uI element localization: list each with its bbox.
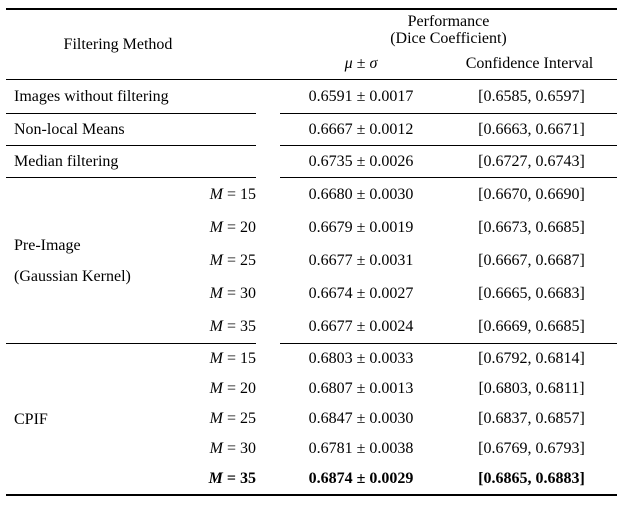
- method-label: Images without filtering: [14, 88, 169, 105]
- column-header-performance-line1: Performance: [407, 13, 490, 30]
- m-value: = 35: [226, 317, 256, 335]
- m-parameter: M = 30: [178, 440, 256, 458]
- mu-sigma-value: 0.6677 ± 0.0031: [308, 251, 414, 269]
- m-parameter: M = 35: [178, 470, 256, 488]
- table-row: M = 15 0.6803 ± 0.0033 [0.6792, 0.6814]: [178, 344, 617, 374]
- m-value: = 25: [226, 251, 256, 269]
- confidence-interval-value: [0.6585, 0.6597]: [478, 87, 585, 105]
- method-label: Non-local Means: [14, 121, 125, 138]
- method-label: Median filtering: [14, 153, 119, 170]
- confidence-interval-value: [0.6837, 0.6857]: [478, 410, 585, 427]
- table-row: 0.6667 ± 0.0012 [0.6663, 0.6671]: [178, 114, 617, 145]
- column-header-mu-sigma: μ ± σ: [344, 55, 378, 72]
- table-row: M = 25 0.6677 ± 0.0031 [0.6667, 0.6687]: [178, 244, 617, 277]
- mu-sigma-value: 0.6674 ± 0.0027: [308, 284, 414, 302]
- m-value: = 25: [226, 410, 256, 427]
- table-row: M = 30 0.6781 ± 0.0038 [0.6769, 0.6793]: [178, 434, 617, 464]
- mu-sigma-value: 0.6807 ± 0.0013: [308, 380, 414, 397]
- mu-sigma-value: 0.6735 ± 0.0026: [308, 152, 414, 170]
- m-parameter: M = 15: [178, 350, 256, 368]
- confidence-interval-value: [0.6769, 0.6793]: [478, 440, 585, 457]
- m-symbol: M: [209, 410, 223, 427]
- column-header-filtering-method: Filtering Method: [63, 35, 173, 53]
- m-value: = 30: [226, 440, 256, 457]
- m-symbol: M: [209, 251, 223, 269]
- m-value: = 15: [226, 185, 256, 203]
- section-divider: [6, 177, 617, 178]
- column-header-performance-line2: (Dice Coefficient): [390, 30, 507, 47]
- m-parameter: M = 20: [178, 219, 256, 237]
- confidence-interval-value: [0.6667, 0.6687]: [478, 251, 585, 269]
- m-symbol: M: [209, 440, 223, 457]
- section-pre-image: Pre-Image (Gaussian Kernel) M = 15 0.6680…: [6, 178, 617, 343]
- m-symbol: M: [209, 380, 223, 397]
- mu-sigma-value: 0.6803 ± 0.0033: [308, 350, 414, 367]
- mu-sigma-value: 0.6679 ± 0.0019: [308, 218, 414, 236]
- m-symbol: M: [209, 218, 223, 236]
- m-symbol: M: [209, 185, 223, 203]
- mu-sigma-value: 0.6781 ± 0.0038: [308, 440, 414, 457]
- section-divider: [6, 113, 617, 114]
- confidence-interval-value: [0.6865, 0.6883]: [478, 470, 585, 487]
- method-label: CPIF: [14, 410, 48, 428]
- confidence-interval-value: [0.6670, 0.6690]: [478, 185, 585, 203]
- m-symbol: M: [209, 350, 223, 367]
- table-row: M = 15 0.6680 ± 0.0030 [0.6670, 0.6690]: [178, 178, 617, 211]
- table-row-best-result: M = 35 0.6874 ± 0.0029 [0.6865, 0.6883]: [178, 464, 617, 494]
- section-non-local-means: Non-local Means 0.6667 ± 0.0012 [0.6663,…: [6, 114, 617, 145]
- top-rule: [6, 8, 617, 10]
- table-row: 0.6735 ± 0.0026 [0.6727, 0.6743]: [178, 146, 617, 177]
- section-divider: [6, 343, 617, 344]
- mu-sigma-value: 0.6667 ± 0.0012: [308, 120, 414, 138]
- bottom-rule: [6, 494, 617, 496]
- confidence-interval-value: [0.6673, 0.6685]: [478, 218, 585, 236]
- method-label-line2: (Gaussian Kernel): [14, 267, 131, 285]
- section-cpif: CPIF M = 15 0.6803 ± 0.0033 [0.6792, 0.68…: [6, 344, 617, 494]
- m-value: = 15: [226, 350, 256, 367]
- table-header: Filtering Method Performance (Dice Coeff…: [6, 10, 617, 79]
- table-row: M = 35 0.6677 ± 0.0024 [0.6669, 0.6685]: [178, 310, 617, 343]
- confidence-interval-value: [0.6792, 0.6814]: [478, 350, 585, 367]
- m-parameter: M = 20: [178, 380, 256, 398]
- method-label: Pre-Image (Gaussian Kernel): [6, 178, 178, 343]
- m-value: = 20: [226, 218, 256, 236]
- m-symbol: M: [208, 470, 223, 487]
- performance-header-group: Performance (Dice Coefficient) μ ± σ Con…: [280, 10, 617, 79]
- method-label-line1: Pre-Image: [14, 236, 81, 254]
- m-parameter: M = 25: [178, 410, 256, 428]
- confidence-interval-value: [0.6727, 0.6743]: [478, 152, 585, 170]
- confidence-interval-value: [0.6663, 0.6671]: [478, 120, 585, 138]
- results-table: Filtering Method Performance (Dice Coeff…: [6, 8, 617, 496]
- section-median-filtering: Median filtering 0.6735 ± 0.0026 [0.6727…: [6, 146, 617, 177]
- m-symbol: M: [209, 284, 223, 302]
- confidence-interval-value: [0.6803, 0.6811]: [478, 380, 585, 397]
- sub-header-row: μ ± σ Confidence Interval: [280, 54, 617, 74]
- mu-sigma-value: 0.6677 ± 0.0024: [308, 317, 414, 335]
- mu-sigma-value: 0.6591 ± 0.0017: [308, 87, 414, 105]
- mu-sigma-value: 0.6680 ± 0.0030: [308, 185, 414, 203]
- confidence-interval-value: [0.6665, 0.6683]: [478, 284, 585, 302]
- column-header-confidence-interval: Confidence Interval: [465, 55, 594, 72]
- m-value: = 20: [226, 380, 256, 397]
- m-parameter: M = 35: [178, 318, 256, 336]
- table-row: M = 25 0.6847 ± 0.0030 [0.6837, 0.6857]: [178, 404, 617, 434]
- table-row: 0.6591 ± 0.0017 [0.6585, 0.6597]: [178, 80, 617, 113]
- table-row: M = 20 0.6679 ± 0.0019 [0.6673, 0.6685]: [178, 211, 617, 244]
- m-parameter: M = 30: [178, 285, 256, 303]
- table-row: M = 20 0.6807 ± 0.0013 [0.6803, 0.6811]: [178, 374, 617, 404]
- mu-sigma-value: 0.6874 ± 0.0029: [308, 470, 414, 487]
- confidence-interval-value: [0.6669, 0.6685]: [478, 317, 585, 335]
- m-value: = 35: [226, 470, 256, 487]
- m-parameter: M = 25: [178, 252, 256, 270]
- section-divider: [6, 145, 617, 146]
- m-parameter: M = 15: [178, 186, 256, 204]
- m-value: = 30: [226, 284, 256, 302]
- table-row: M = 30 0.6674 ± 0.0027 [0.6665, 0.6683]: [178, 277, 617, 310]
- header-rule: [6, 79, 617, 80]
- m-symbol: M: [209, 317, 223, 335]
- section-images-without-filtering: Images without filtering 0.6591 ± 0.0017…: [6, 80, 617, 113]
- mu-sigma-value: 0.6847 ± 0.0030: [308, 410, 414, 427]
